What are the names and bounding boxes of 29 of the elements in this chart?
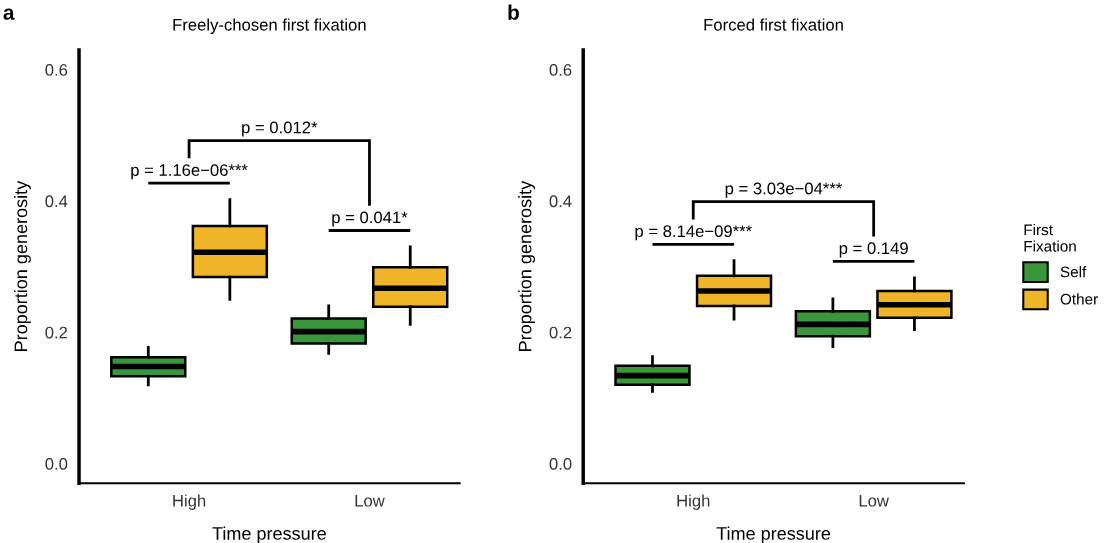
- y-tick-label: 0.6: [45, 64, 68, 76]
- legend-title: First Fixation: [1024, 223, 1076, 252]
- annotation: p = 0.149: [839, 242, 908, 258]
- y-tick-label: 0.2: [45, 326, 68, 339]
- annotation: p = 3.03e−04***: [725, 182, 843, 198]
- annotation: p = 0.012*: [242, 121, 318, 137]
- legend-label: Other: [1060, 293, 1098, 305]
- chart-title: Freely-chosen first fixation: [173, 18, 366, 34]
- y-tick-label: 0.0: [45, 457, 68, 470]
- x-axis-title: Time pressure: [716, 526, 831, 543]
- x-tick-label: High: [677, 494, 710, 510]
- annotation: p = 0.041*: [332, 211, 408, 227]
- x-tick-label: Low: [859, 494, 889, 507]
- text: b: [508, 4, 519, 20]
- legend-label: Self: [1060, 266, 1087, 278]
- y-tick-label: 0.0: [549, 457, 572, 470]
- chart-title: Forced first fixation: [704, 18, 843, 31]
- annotation: p = 8.14e−09***: [635, 225, 752, 241]
- y-tick-label: 0.6: [549, 64, 572, 76]
- y-axis-title: Proportion generosity: [14, 180, 31, 351]
- x-tick-label: Low: [355, 494, 385, 507]
- annotation: p = 1.16e−06***: [131, 164, 248, 180]
- text: a: [3, 8, 15, 20]
- y-tick-label: 0.2: [549, 326, 572, 339]
- y-tick-label: 0.4: [45, 195, 68, 208]
- y-axis-title: Proportion generosity: [518, 180, 536, 351]
- y-tick-label: 0.4: [549, 195, 572, 208]
- x-tick-label: High: [173, 494, 206, 510]
- x-axis-title: Time pressure: [212, 526, 326, 543]
